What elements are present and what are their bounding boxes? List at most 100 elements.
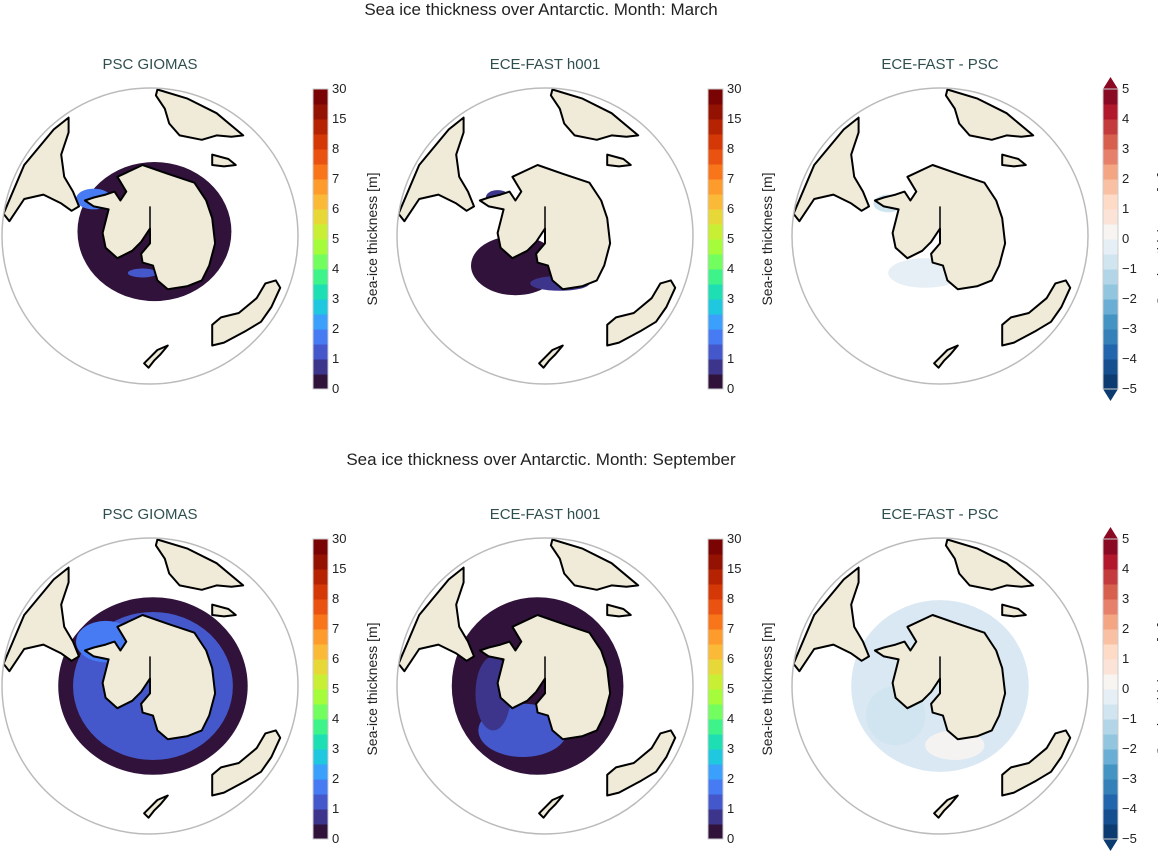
map-frame <box>1 87 299 385</box>
colorbar-segment <box>708 719 723 735</box>
colorbar-tick: −1 <box>1122 711 1137 726</box>
colorbar-tick: −4 <box>1122 801 1137 816</box>
colorbar-segment <box>708 329 723 345</box>
colorbar-segment <box>1103 119 1118 135</box>
polar-map <box>791 537 1089 835</box>
colorbar-tick: 1 <box>332 351 340 366</box>
colorbar-tick: 6 <box>332 201 340 216</box>
colorbar-tick: 3 <box>332 291 340 306</box>
panel-title: ECE-FAST h001 <box>489 56 601 73</box>
land-africa <box>154 88 245 141</box>
colorbar-tick: 5 <box>727 231 735 246</box>
colorbar-segment <box>708 584 723 600</box>
colorbar-tick: −5 <box>1122 831 1137 846</box>
colorbar-tick: 0 <box>1122 231 1130 246</box>
colorbar-tick: 1 <box>727 351 735 366</box>
colorbar-segment <box>1103 89 1118 105</box>
land-madagascar <box>211 603 237 618</box>
colorbar-segment <box>708 569 723 585</box>
colorbar-segment <box>708 164 723 180</box>
colorbar-segment <box>1103 179 1118 195</box>
land-africa <box>944 88 1035 141</box>
land-australia <box>606 279 677 347</box>
land-madagascar <box>1001 603 1027 618</box>
colorbar-extend-min <box>1103 839 1118 851</box>
colorbar-tick: 2 <box>1122 171 1130 186</box>
colorbar-segment <box>708 284 723 300</box>
colorbar-segment <box>708 614 723 630</box>
colorbar-segment <box>1103 149 1118 165</box>
land-nz <box>538 794 564 819</box>
colorbar-segment <box>708 344 723 360</box>
colorbar-segment <box>708 134 723 150</box>
panel-title: ECE-FAST - PSC <box>881 56 999 73</box>
colorbar-segment <box>313 614 328 630</box>
colorbar-tick: 3 <box>1122 591 1130 606</box>
colorbar-segment <box>708 299 723 315</box>
colorbar-tick: 7 <box>727 171 735 186</box>
colorbar-segment <box>708 644 723 660</box>
colorbar-segment <box>1103 614 1118 630</box>
colorbar-segment <box>313 779 328 795</box>
colorbar-tick: 1 <box>727 801 735 816</box>
colorbar-tick: 2 <box>332 771 340 786</box>
colorbar-segment <box>708 599 723 615</box>
land-australia <box>211 279 282 347</box>
colorbar-tick: 8 <box>332 141 340 156</box>
colorbar-segment <box>1103 344 1118 360</box>
land-madagascar <box>606 603 632 618</box>
colorbar-segment <box>1103 659 1118 675</box>
colorbar-segment <box>313 149 328 165</box>
colorbar-segment <box>1103 299 1118 315</box>
colorbar-tick: 6 <box>727 201 735 216</box>
land-africa <box>154 538 245 591</box>
land-samerica <box>792 116 870 223</box>
colorbar-segment <box>1103 599 1118 615</box>
colorbar-label: Sea-ice thickness [m] <box>1154 172 1158 306</box>
land-nz <box>143 344 169 369</box>
colorbar-segment <box>1103 584 1118 600</box>
colorbar-tick: 4 <box>332 261 340 276</box>
colorbar-segment <box>708 824 723 840</box>
colorbar-segment <box>1103 629 1118 645</box>
sea-ice-patch <box>127 268 158 278</box>
land-nz <box>933 794 959 819</box>
colorbar-tick: 6 <box>727 651 735 666</box>
land-nz <box>143 794 169 819</box>
colorbar-segment <box>708 539 723 555</box>
colorbar-segment <box>1103 314 1118 330</box>
colorbar-segment <box>313 704 328 720</box>
colorbar-segment <box>313 734 328 750</box>
colorbar-segment <box>1103 329 1118 345</box>
colorbar-segment <box>313 269 328 285</box>
colorbar-segment <box>313 194 328 210</box>
land-madagascar <box>211 153 237 168</box>
colorbar-tick: 5 <box>727 681 735 696</box>
colorbar-segment <box>1103 704 1118 720</box>
colorbar-segment <box>313 314 328 330</box>
colorbar <box>707 88 724 390</box>
colorbar-tick: 3 <box>332 741 340 756</box>
colorbar-segment <box>708 734 723 750</box>
colorbar-segment <box>313 554 328 570</box>
colorbar-tick: 7 <box>332 171 340 186</box>
land-samerica <box>397 566 475 673</box>
colorbar-segment <box>1103 644 1118 660</box>
polar-map <box>396 537 694 835</box>
colorbar-segment <box>708 149 723 165</box>
land-australia <box>1001 279 1072 347</box>
colorbar <box>312 88 329 390</box>
land-africa <box>549 538 640 591</box>
colorbar-segment <box>1103 689 1118 705</box>
land-samerica <box>397 116 475 223</box>
colorbar-segment <box>313 809 328 825</box>
land-nz <box>538 344 564 369</box>
colorbar-segment <box>708 104 723 120</box>
colorbar-segment <box>313 659 328 675</box>
colorbar-tick: 3 <box>727 741 735 756</box>
land-madagascar <box>606 153 632 168</box>
colorbar-segment <box>313 209 328 225</box>
colorbar-segment <box>708 209 723 225</box>
colorbar-tick: 2 <box>1122 621 1130 636</box>
colorbar-segment <box>708 194 723 210</box>
